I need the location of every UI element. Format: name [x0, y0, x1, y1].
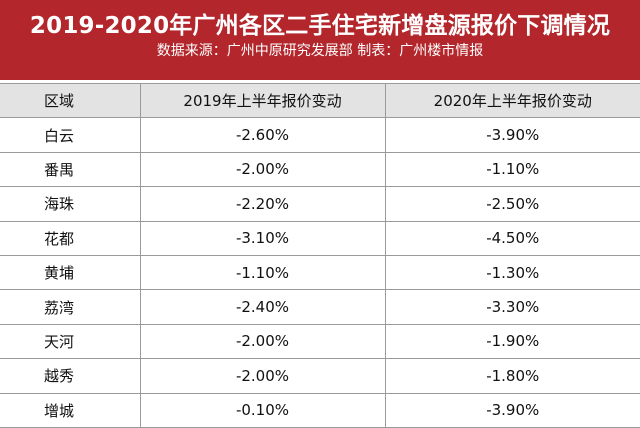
- table-row: 天河 -2.00% -1.90%: [0, 323, 640, 360]
- change-cell: -1.10%: [139, 254, 386, 291]
- area-cell: 荔湾: [0, 289, 141, 325]
- area-cell: 白云: [0, 117, 141, 153]
- area-cell: 越秀: [0, 358, 141, 394]
- table-row: 荔湾 -2.40% -3.30%: [0, 289, 640, 325]
- change-cell: -2.50%: [384, 186, 640, 222]
- change-cell: -2.20%: [139, 186, 386, 222]
- table-row: 白云 -2.60% -3.90%: [0, 117, 640, 153]
- change-cell: -2.00%: [139, 323, 386, 360]
- table-row: 番禺 -2.00% -1.10%: [0, 151, 640, 188]
- header-row: 区域 2019年上半年报价变动 2020年上半年报价变动: [0, 82, 640, 119]
- title: 2019-2020年广州各区二手住宅新增盘源报价下调情况: [29, 13, 611, 39]
- change-cell: -2.00%: [139, 151, 386, 188]
- area-cell: 海珠: [0, 186, 141, 222]
- table-body: 白云 -2.60% -3.90% 番禺 -2.00% -1.10% 海珠 -2.20% -2.5…: [0, 117, 640, 428]
- subtitle: 数据来源：广州中原研究发展部 制表：广州楼市情报: [156, 43, 484, 59]
- area-cell: 黄埔: [0, 254, 141, 291]
- area-cell: 增城: [0, 392, 141, 428]
- change-cell: -1.10%: [384, 151, 640, 188]
- change-cell: -2.00%: [139, 358, 386, 394]
- change-cell: -1.30%: [384, 254, 640, 291]
- change-cell: -2.60%: [139, 117, 386, 153]
- column-header: 2019年上半年报价变动: [139, 82, 386, 119]
- area-cell: 番禺: [0, 151, 141, 188]
- table-row: 海珠 -2.20% -2.50%: [0, 186, 640, 222]
- change-cell: -3.90%: [384, 117, 640, 153]
- area-cell: 花都: [0, 220, 141, 256]
- change-cell: -3.30%: [384, 289, 640, 325]
- change-cell: -3.10%: [139, 220, 386, 256]
- change-cell: -3.90%: [384, 392, 640, 428]
- change-cell: -1.90%: [384, 323, 640, 360]
- price-table: 区域 2019年上半年报价变动 2020年上半年报价变动 白云 -2.60% -3.90…: [0, 82, 640, 428]
- change-cell: -0.10%: [139, 392, 386, 428]
- table-row: 越秀 -2.00% -1.80%: [0, 358, 640, 394]
- header: 2019-2020年广州各区二手住宅新增盘源报价下调情况 数据来源：广州中原研究…: [0, 0, 640, 80]
- change-cell: -2.40%: [139, 289, 386, 325]
- table-row: 花都 -3.10% -4.50%: [0, 220, 640, 256]
- table-row: 黄埔 -1.10% -1.30%: [0, 254, 640, 291]
- change-cell: -1.80%: [384, 358, 640, 394]
- change-cell: -4.50%: [384, 220, 640, 256]
- area-cell: 天河: [0, 323, 141, 360]
- column-header: 2020年上半年报价变动: [384, 82, 640, 119]
- column-header: 区域: [0, 82, 141, 119]
- table-row: 增城 -0.10% -3.90%: [0, 392, 640, 428]
